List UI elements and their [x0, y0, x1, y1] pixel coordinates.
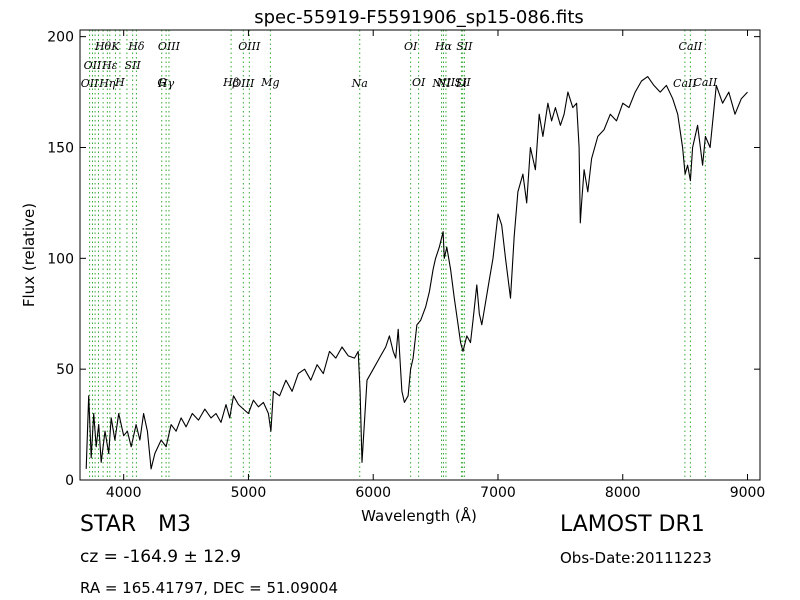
spectral-line-label-6: Hε [101, 59, 118, 72]
star-type: STAR [80, 512, 137, 537]
chart-title: spec-55919-F5591906_sp15-086.fits [254, 7, 584, 28]
y-axis-label: Flux (relative) [20, 203, 38, 307]
flux-series [85, 76, 748, 470]
y-tick-label-200: 200 [47, 30, 74, 46]
spectral-line-label-19: Na [351, 77, 368, 90]
star-classification: STAR M3 [80, 512, 191, 537]
spectral-line-label-0: OII [81, 77, 99, 90]
spectral-line-label-16: OIII [232, 77, 255, 90]
spectral-line-label-14: OIII [158, 40, 181, 53]
spectral-line-label-4: Hθ [94, 40, 112, 53]
y-axis-ticks: 0 50 100 150 200 [47, 30, 760, 489]
ra-dec-line: RA = 165.41797, DEC = 51.09004 [80, 579, 339, 597]
spectral-line-label-20: OI [404, 40, 418, 53]
star-subclass: M3 [158, 512, 192, 537]
x-tick-label-7000: 7000 [480, 485, 516, 501]
observation-date: Obs-Date:20111223 [560, 549, 712, 567]
y-tick-label-50: 50 [56, 362, 74, 378]
spectral-line-label-21: OI [412, 76, 426, 89]
spectral-line-label-23: Hα [434, 40, 453, 53]
spectral-line-label-10: SII [125, 59, 142, 72]
y-tick-label-0: 0 [65, 473, 74, 489]
spectral-line-label-22: NII [431, 77, 451, 90]
spectral-line-markers [89, 30, 706, 480]
x-tick-label-5000: 5000 [231, 485, 267, 501]
y-tick-label-100: 100 [47, 251, 74, 267]
x-axis-ticks: 4000 5000 6000 7000 8000 9000 [106, 30, 765, 501]
spectral-line-label-29: CaII [679, 40, 703, 53]
y-tick-label-150: 150 [47, 140, 74, 156]
x-axis-label: Wavelength (Å) [361, 506, 477, 525]
spectral-line-label-8: H [114, 76, 125, 89]
spectral-line-label-17: OIII [238, 40, 261, 53]
spectral-line-label-7: K [110, 40, 120, 53]
x-tick-label-8000: 8000 [605, 485, 641, 501]
redshift-line: cz = -164.9 ± 12.9 [80, 547, 242, 567]
spectral-line-label-27: Li [455, 77, 467, 90]
flux-line-0 [85, 76, 748, 470]
spectral-line-label-25: SII [455, 76, 472, 89]
spectral-line-label-15: Hβ [222, 76, 239, 89]
spectral-line-label-18: Mg [260, 76, 279, 89]
spectral-line-label-28: CaII [673, 77, 697, 90]
spectral-line-label-1: OII [84, 59, 102, 72]
spectral-line-label-30: CaII [694, 76, 718, 89]
x-tick-label-9000: 9000 [730, 485, 766, 501]
spectral-line-label-24: NII [436, 76, 456, 89]
plot-frame [79, 29, 761, 481]
x-tick-label-6000: 6000 [355, 485, 391, 501]
spectral-line-label-26: SII [456, 40, 473, 53]
survey-name: LAMOST DR1 [560, 512, 705, 537]
spectral-line-label-11: Hδ [127, 40, 145, 53]
spectral-line-label-12: G [157, 76, 166, 89]
x-tick-label-4000: 4000 [106, 485, 142, 501]
spectral-line-label-5: Hη [98, 77, 116, 90]
spectral-line-label-13: Hγ [157, 77, 175, 90]
